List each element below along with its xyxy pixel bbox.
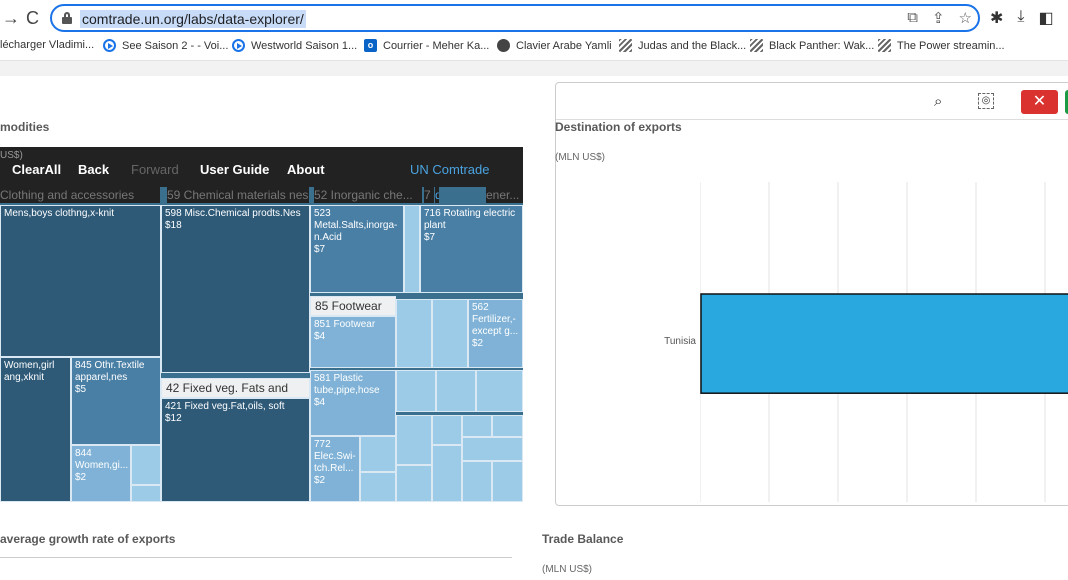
treemap-cell[interactable] xyxy=(492,461,523,502)
treemap-cell[interactable]: 523 Metal.Salts,inorga-n.Acid $7 xyxy=(310,205,404,293)
trade-balance-unit: (MLN US$) xyxy=(542,564,593,575)
treemap-group-header[interactable]: 85 Footwear xyxy=(310,296,396,316)
globe-icon xyxy=(497,39,510,52)
bar-tunisia[interactable] xyxy=(700,293,1068,394)
treemap-cell[interactable] xyxy=(462,461,492,502)
clapperboard-icon xyxy=(878,39,891,52)
treemap-cell[interactable]: 421 Fixed veg.Fat,oils, soft $12 xyxy=(161,398,310,502)
treemap-cell[interactable]: 851 Footwear $4 xyxy=(310,316,396,368)
section-divider xyxy=(0,557,512,558)
treemap-cell[interactable]: 845 Othr.Textile apparel,nes $5 xyxy=(71,357,161,445)
treemap-cell[interactable] xyxy=(436,370,476,412)
close-icon[interactable]: ✕ xyxy=(1021,90,1058,114)
address-bar[interactable]: comtrade.un.org/labs/data-explorer/ ⧉ ⇪ … xyxy=(50,4,980,32)
bookmark-item[interactable]: Clavier Arabe Yamli xyxy=(497,39,612,52)
treemap-cell[interactable] xyxy=(432,299,468,368)
clapperboard-icon xyxy=(619,39,632,52)
confirm-button[interactable] xyxy=(1065,90,1068,114)
about-link[interactable]: About xyxy=(287,162,325,177)
treemap-cell[interactable] xyxy=(462,415,492,437)
treemap-cell[interactable] xyxy=(396,370,436,412)
extensions-icon[interactable]: ✱ xyxy=(990,10,1004,27)
clear-all-button[interactable]: ClearAll xyxy=(12,162,62,177)
treemap-group-header[interactable]: 42 Fixed veg. Fats and oils xyxy=(161,378,310,411)
bookmark-item[interactable]: The Power streamin... xyxy=(878,39,1005,52)
treemap-cell[interactable] xyxy=(476,370,523,412)
treemap-cell[interactable] xyxy=(360,436,396,472)
treemap-cell[interactable] xyxy=(396,465,432,502)
play-icon xyxy=(103,39,116,52)
treemap-cell[interactable]: 844 Women,gi... $2 xyxy=(71,445,131,502)
treemap-cell[interactable] xyxy=(396,415,432,465)
treemap-cell[interactable]: 562 Fertilizer,-except g... $2 xyxy=(468,299,523,368)
bookmark-item[interactable]: lécharger Vladimi... xyxy=(0,39,95,51)
page-header-strip xyxy=(0,60,1068,76)
treemap-cell[interactable]: Women,girl ang,xknit xyxy=(0,357,71,502)
bookmark-item[interactable]: o Courrier - Meher Ka... xyxy=(364,39,489,52)
category-label[interactable]: 52 Inorganic che... xyxy=(314,187,422,203)
back-button[interactable]: Back xyxy=(78,162,110,177)
treemap-cell[interactable]: 581 Plastic tube,pipe,hose $4 xyxy=(310,370,396,436)
database-link[interactable]: database xyxy=(435,187,439,203)
download-icon[interactable]: ⤓ xyxy=(1017,8,1025,25)
category-label[interactable]: ener... xyxy=(486,187,523,203)
forward-button[interactable]: Forward xyxy=(131,162,179,177)
reload-icon[interactable]: C xyxy=(26,8,39,28)
forward-arrow-icon[interactable]: → xyxy=(2,8,20,28)
commodities-title: modities xyxy=(0,120,50,134)
bookmark-item[interactable]: Judas and the Black... xyxy=(619,39,746,52)
star-icon[interactable]: ☆ xyxy=(958,10,972,27)
bookmarks-bar: lécharger Vladimi... See Saison 2 - - Vo… xyxy=(0,36,1068,60)
bookmark-item[interactable]: See Saison 2 - - Voi... xyxy=(103,39,228,52)
clapperboard-icon xyxy=(750,39,763,52)
destination-bar-chart[interactable] xyxy=(700,182,1068,502)
un-comtrade-link[interactable]: UN Comtrade xyxy=(410,162,490,177)
user-guide-link[interactable]: User Guide xyxy=(200,162,270,177)
play-icon xyxy=(232,39,245,52)
share-icon[interactable]: ⇪ xyxy=(931,10,945,27)
destination-unit: (MLN US$) xyxy=(555,152,606,163)
side-panel-icon[interactable]: ◧ xyxy=(1038,10,1054,27)
browser-toolbar: → C comtrade.un.org/labs/data-explorer/ … xyxy=(0,0,1068,36)
category-label-tunisia: Tunisia xyxy=(664,336,696,347)
trade-balance-title: Trade Balance xyxy=(542,532,624,546)
treemap-unit: US$) xyxy=(0,150,23,161)
treemap-cell[interactable] xyxy=(404,205,420,293)
chart-divider xyxy=(556,119,1068,120)
treemap-cell[interactable]: 772 Elec.Swi-tch.Rel... $2 xyxy=(310,436,360,502)
treemap-cell[interactable] xyxy=(360,472,396,502)
destination-title: Destination of exports xyxy=(555,120,682,134)
category-label[interactable]: 59 Chemical materials nes xyxy=(167,187,309,203)
category-label[interactable]: Clothing and accessories xyxy=(0,187,160,203)
treemap-cell[interactable] xyxy=(432,445,462,502)
treemap-cell[interactable] xyxy=(131,445,161,485)
treemap-cell[interactable] xyxy=(131,485,161,502)
bookmark-item[interactable]: Westworld Saison 1... xyxy=(232,39,357,52)
treemap-cell[interactable] xyxy=(492,415,523,437)
lock-icon[interactable] xyxy=(62,12,72,24)
treemap-cell[interactable] xyxy=(396,299,432,368)
treemap-cell[interactable] xyxy=(462,437,523,461)
bookmark-item[interactable]: Black Panther: Wak... xyxy=(750,39,874,52)
treemap-cell[interactable]: Mens,boys clothng,x-knit xyxy=(0,205,161,357)
category-label[interactable]: 7 Pl... xyxy=(424,187,434,203)
translate-icon[interactable]: ⧉ xyxy=(907,9,918,26)
commodities-treemap[interactable]: US$) ClearAll Back Forward User Guide Ab… xyxy=(0,147,523,502)
treemap-toolbar: US$) ClearAll Back Forward User Guide Ab… xyxy=(0,147,523,187)
growth-title: average growth rate of exports xyxy=(0,532,176,546)
treemap-cell[interactable]: 598 Misc.Chemical prodts.Nes $18 xyxy=(161,205,310,373)
select-area-icon[interactable]: ◎ xyxy=(978,93,994,109)
treemap-cell[interactable] xyxy=(432,415,462,445)
treemap-cell[interactable]: 716 Rotating electric plant $7 xyxy=(420,205,523,293)
outlook-icon: o xyxy=(364,39,377,52)
lasso-icon[interactable]: ⌕ xyxy=(934,93,943,110)
url-text[interactable]: comtrade.un.org/labs/data-explorer/ xyxy=(80,10,306,28)
